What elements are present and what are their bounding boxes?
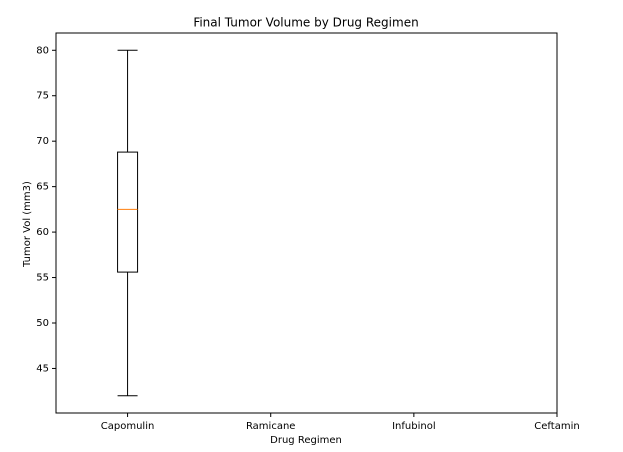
y-tick-label: 55 [36,273,49,284]
y-tick-label: 45 [36,363,49,374]
y-tick-label: 60 [36,227,49,238]
x-axis-label: Drug Regimen [270,435,342,446]
y-tick-label: 80 [36,45,49,56]
chart-title: Final Tumor Volume by Drug Regimen [193,16,418,30]
x-tick-label: Ceftamin [534,421,579,432]
y-tick-label: 75 [36,91,49,102]
y-axis-label: Tumor Vol (mm3) [22,181,33,268]
box [117,151,139,273]
y-tick-label: 65 [36,182,49,193]
plot-frame [55,32,558,414]
x-tick-label: Infubinol [392,421,436,432]
y-tick-label: 70 [36,136,49,147]
y-tick-label: 50 [36,318,49,329]
x-tick-label: Capomulin [101,421,155,432]
x-tick-label: Ramicane [246,421,296,432]
